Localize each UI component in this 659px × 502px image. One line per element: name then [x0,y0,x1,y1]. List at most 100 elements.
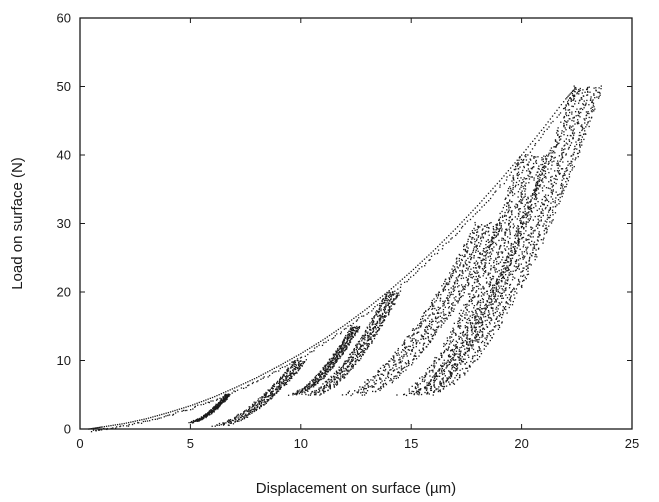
data-point [433,375,435,377]
data-point [149,420,151,422]
data-point [212,410,214,412]
data-point [422,348,425,351]
data-point [486,226,488,229]
data-point [351,356,353,359]
data-point [557,134,559,136]
data-point [321,376,323,378]
data-point [292,371,295,373]
data-point [442,385,444,388]
data-point [450,291,452,293]
data-point [334,376,336,378]
data-point [556,170,559,172]
data-point [479,348,481,350]
data-point [220,393,223,395]
data-point [474,262,476,264]
data-point [440,293,442,296]
data-point [343,339,346,342]
data-point [474,295,476,298]
data-point [232,423,235,425]
data-point [537,218,539,220]
data-point [481,260,483,262]
data-point [192,408,194,410]
data-point [456,280,459,282]
data-point [394,375,397,377]
data-point [225,399,227,401]
data-point [350,355,352,357]
data-point [398,359,400,361]
data-point [443,239,446,241]
data-point [477,285,479,288]
data-point [477,236,479,238]
data-point [367,338,369,340]
data-point [542,160,545,163]
data-point [341,370,343,373]
data-point [492,228,495,230]
data-point [209,397,211,400]
data-point [518,208,520,210]
data-point [524,210,526,213]
data-point [464,263,467,265]
data-point [335,361,338,363]
data-point [474,272,477,274]
data-point [448,381,450,383]
data-point [485,262,487,264]
data-point [450,374,453,376]
data-point [513,288,515,290]
data-point [330,360,332,363]
data-point [465,361,468,364]
data-point [459,359,461,361]
data-point [480,301,482,304]
data-point [493,314,495,317]
data-point [471,236,473,239]
data-point [310,385,313,387]
data-point [420,325,422,327]
data-point [502,265,504,267]
data-point [327,370,329,373]
data-point [334,360,336,362]
data-point [561,153,563,155]
data-point [475,285,478,288]
data-point [524,255,526,258]
data-point [498,320,500,322]
data-point [413,337,415,340]
data-point [508,299,511,301]
data-point [319,379,321,381]
data-point [560,158,562,161]
data-point [511,279,514,281]
data-point [496,279,498,281]
data-point [486,326,489,328]
data-point [498,228,500,230]
data-point [373,386,375,388]
data-point [373,302,375,304]
data-point [439,390,441,393]
data-point [291,369,294,371]
data-point [452,288,454,290]
data-point [547,201,550,203]
data-point [555,132,558,134]
data-point [293,365,296,367]
data-point [509,225,512,228]
data-point [337,358,340,360]
data-point [518,263,520,265]
data-point [362,311,364,313]
data-point [473,314,475,316]
data-point [248,409,250,411]
data-point [539,170,542,172]
data-point [430,364,433,367]
data-point [461,356,463,358]
data-point [210,400,212,402]
data-point [461,319,464,322]
data-point [570,162,572,164]
data-point [291,364,294,367]
data-point [467,278,469,280]
data-point [290,375,292,378]
data-point [458,319,461,321]
data-point [484,251,487,253]
data-point [398,354,400,356]
data-point [521,225,524,228]
data-point [506,297,509,299]
data-point [570,99,572,101]
data-point [499,212,501,215]
data-point [410,340,412,342]
data-point [410,270,412,273]
